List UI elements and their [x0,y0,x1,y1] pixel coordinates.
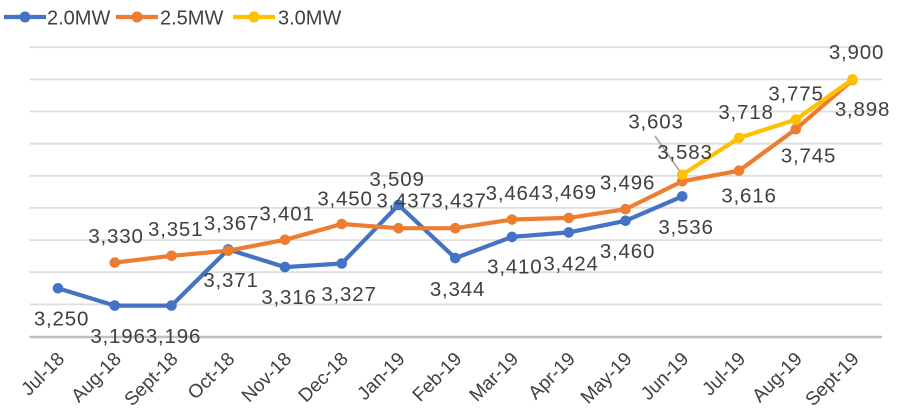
svg-text:3,450: 3,450 [317,188,372,211]
svg-text:3,900: 3,900 [829,41,884,64]
svg-text:3,775: 3,775 [768,83,823,106]
svg-text:3,196: 3,196 [90,325,145,348]
svg-text:3,460: 3,460 [600,240,655,263]
svg-text:3,718: 3,718 [718,101,773,124]
svg-text:3,316: 3,316 [261,286,316,309]
svg-text:2.5MW: 2.5MW [160,8,223,30]
svg-text:3,196: 3,196 [146,325,201,348]
svg-text:3,898: 3,898 [835,98,890,121]
svg-text:3,344: 3,344 [430,278,485,301]
svg-text:3,424: 3,424 [543,253,598,276]
svg-text:3,401: 3,401 [259,203,314,226]
svg-text:3,745: 3,745 [781,145,836,168]
svg-text:2.0MW: 2.0MW [47,8,110,30]
svg-text:3,437: 3,437 [431,190,486,213]
svg-text:3,351: 3,351 [148,218,203,241]
svg-text:3,496: 3,496 [600,172,655,195]
svg-text:3,509: 3,509 [369,168,424,191]
svg-text:3,469: 3,469 [542,181,597,204]
svg-text:3,616: 3,616 [721,185,776,208]
svg-text:3,410: 3,410 [487,256,542,279]
svg-text:3,464: 3,464 [486,182,541,205]
svg-text:3,536: 3,536 [658,216,713,239]
svg-text:3,437: 3,437 [376,190,431,213]
svg-text:3,603: 3,603 [628,111,683,134]
svg-text:3,583: 3,583 [657,141,712,164]
svg-text:3,327: 3,327 [321,283,376,306]
svg-text:3,330: 3,330 [88,225,143,248]
svg-text:3,367: 3,367 [204,212,259,235]
svg-text:3,250: 3,250 [34,308,89,331]
svg-text:3.0MW: 3.0MW [278,8,341,30]
svg-text:3,371: 3,371 [203,269,258,292]
